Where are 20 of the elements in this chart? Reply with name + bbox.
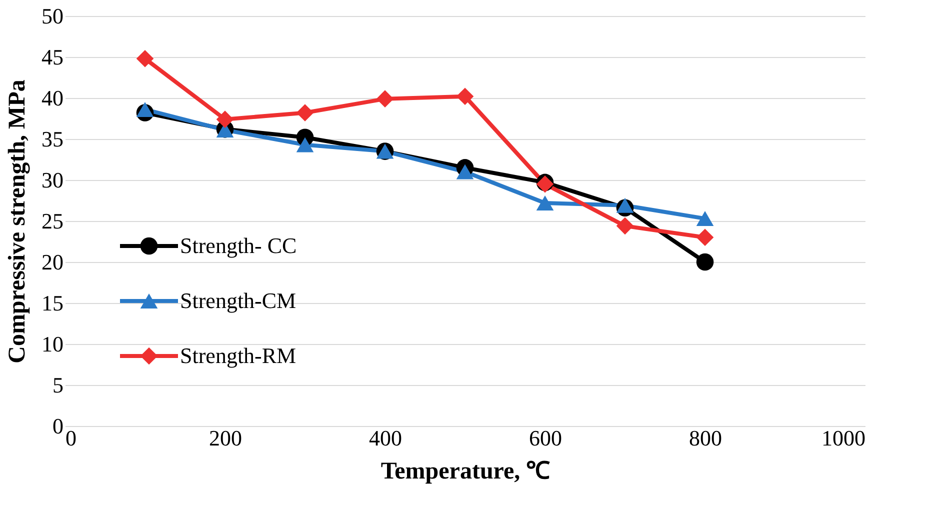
x-tick-label: 400 — [369, 426, 402, 450]
x-tick-label: 800 — [689, 426, 722, 450]
x-axis-title: Temperature, ℃ — [380, 458, 550, 484]
y-tick-label: 30 — [42, 168, 64, 192]
legend-label: Strength- CC — [180, 233, 297, 258]
legend-label: Strength-CM — [180, 288, 296, 313]
x-tick-label: 1000 — [822, 426, 866, 450]
y-tick-label: 25 — [42, 208, 64, 234]
y-tick-label: 5 — [52, 372, 64, 398]
y-tick-label: 35 — [42, 126, 64, 152]
y-tick-label: 10 — [42, 332, 64, 356]
y-tick-label: 50 — [42, 4, 64, 28]
y-tick-label: 15 — [42, 290, 64, 316]
y-axis-title: Compressive strength, MPa — [4, 80, 30, 364]
legend-label: Strength-RM — [180, 343, 296, 368]
x-tick-label: 600 — [529, 426, 562, 450]
y-tick-label: 40 — [42, 86, 64, 110]
x-tick-label: 200 — [209, 426, 242, 450]
y-tick-label: 45 — [42, 44, 64, 70]
y-tick-label: 20 — [42, 250, 64, 274]
